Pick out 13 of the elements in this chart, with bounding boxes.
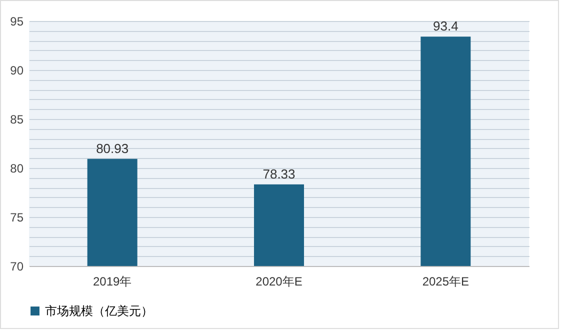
x-tick-label: 2019年 bbox=[92, 274, 132, 288]
y-tick-label: 75 bbox=[10, 210, 24, 224]
y-tick-label: 95 bbox=[10, 14, 24, 28]
x-tick-label: 2025年E bbox=[422, 274, 470, 288]
y-tick-label: 70 bbox=[10, 260, 24, 274]
x-tick-label: 2020年E bbox=[256, 274, 302, 288]
y-tick-label: 85 bbox=[10, 112, 24, 126]
legend-label: 市场规模（亿美元） bbox=[45, 304, 153, 318]
y-tick-label: 80 bbox=[10, 162, 24, 176]
y-tick-label: 90 bbox=[10, 64, 24, 78]
data-label: 78.33 bbox=[262, 166, 296, 182]
data-label: 80.93 bbox=[96, 140, 129, 156]
data-label: 93.4 bbox=[433, 18, 458, 34]
